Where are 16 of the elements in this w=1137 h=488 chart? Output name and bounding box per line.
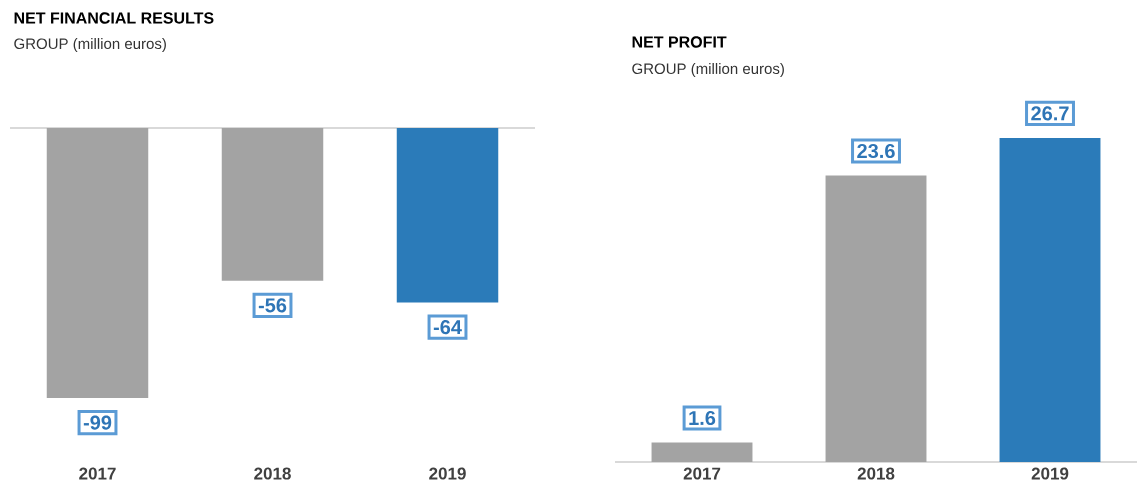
data-label: 23.6 (857, 143, 895, 159)
x-tick-label: 2018 (857, 467, 895, 480)
data-label: -56 (258, 298, 287, 313)
x-tick-label: 2018 (254, 467, 291, 480)
data-label: -64 (433, 320, 462, 335)
x-tick-label: 2019 (429, 467, 466, 480)
data-label: -99 (83, 415, 112, 430)
chart-title: NET PROFIT (632, 36, 727, 48)
x-tick-label: 2019 (1031, 467, 1069, 480)
data-label: 1.6 (689, 410, 716, 426)
chart-title: NET FINANCIAL RESULTS (14, 12, 214, 24)
chart-subtitle: GROUP (million euros) (14, 38, 166, 52)
data-label: 26.7 (1031, 106, 1069, 121)
x-tick-label: 2017 (683, 467, 721, 480)
x-tick-label: 2017 (79, 467, 116, 480)
chart-subtitle: GROUP (million euros) (632, 63, 784, 77)
